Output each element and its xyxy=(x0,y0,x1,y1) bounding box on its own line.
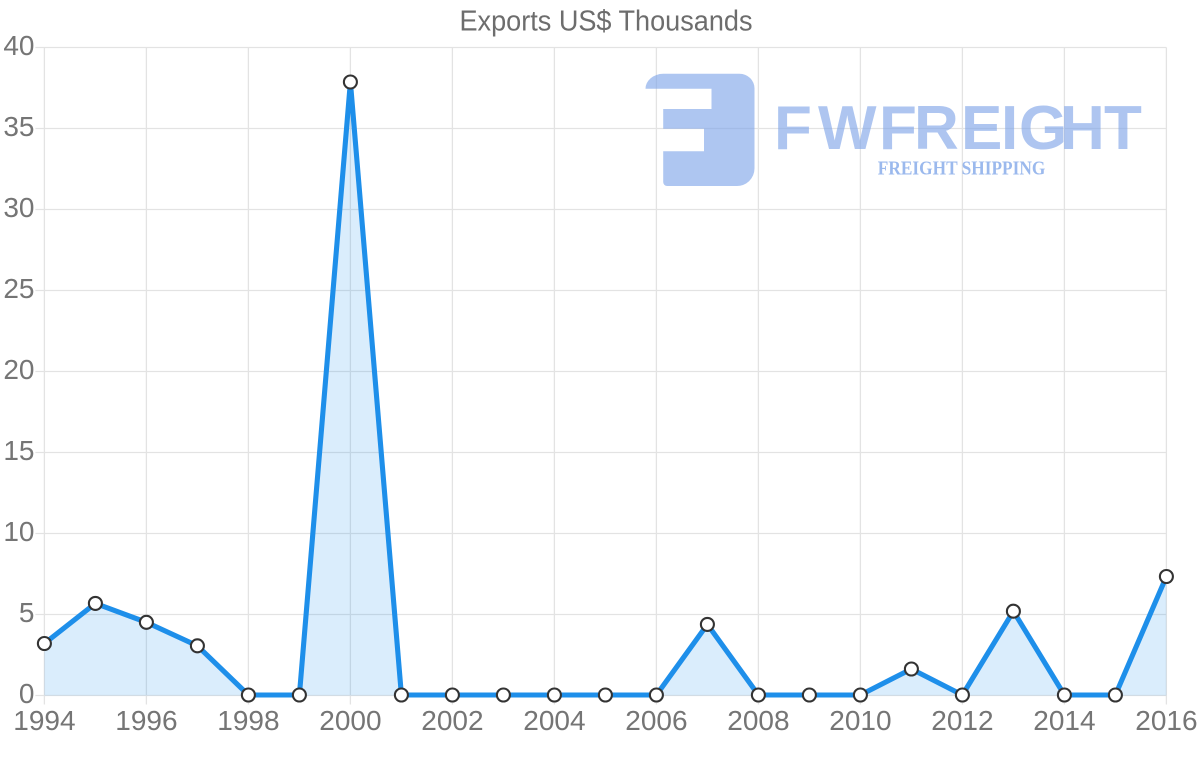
svg-text:20: 20 xyxy=(3,354,34,385)
svg-text:5: 5 xyxy=(19,597,35,628)
svg-text:1994: 1994 xyxy=(13,705,75,736)
svg-text:25: 25 xyxy=(3,273,34,304)
svg-text:2014: 2014 xyxy=(1033,705,1095,736)
svg-text:1996: 1996 xyxy=(115,705,177,736)
svg-text:FREIGHT SHIPPING: FREIGHT SHIPPING xyxy=(878,159,1046,180)
svg-text:15: 15 xyxy=(3,435,34,466)
svg-text:2000: 2000 xyxy=(319,705,381,736)
svg-text:30: 30 xyxy=(3,192,34,223)
svg-text:2004: 2004 xyxy=(523,705,585,736)
svg-text:2002: 2002 xyxy=(421,705,483,736)
svg-text:2008: 2008 xyxy=(727,705,789,736)
svg-text:Exports US$ Thousands: Exports US$ Thousands xyxy=(460,6,753,38)
svg-text:2010: 2010 xyxy=(829,705,891,736)
svg-text:FWFREIGHT: FWFREIGHT xyxy=(774,94,1142,163)
svg-text:2006: 2006 xyxy=(625,705,687,736)
svg-text:2012: 2012 xyxy=(931,705,993,736)
svg-text:40: 40 xyxy=(3,30,34,61)
svg-text:2016: 2016 xyxy=(1135,705,1197,736)
svg-text:1998: 1998 xyxy=(217,705,279,736)
svg-text:10: 10 xyxy=(3,516,34,547)
svg-text:0: 0 xyxy=(19,678,35,709)
svg-text:35: 35 xyxy=(3,111,34,142)
